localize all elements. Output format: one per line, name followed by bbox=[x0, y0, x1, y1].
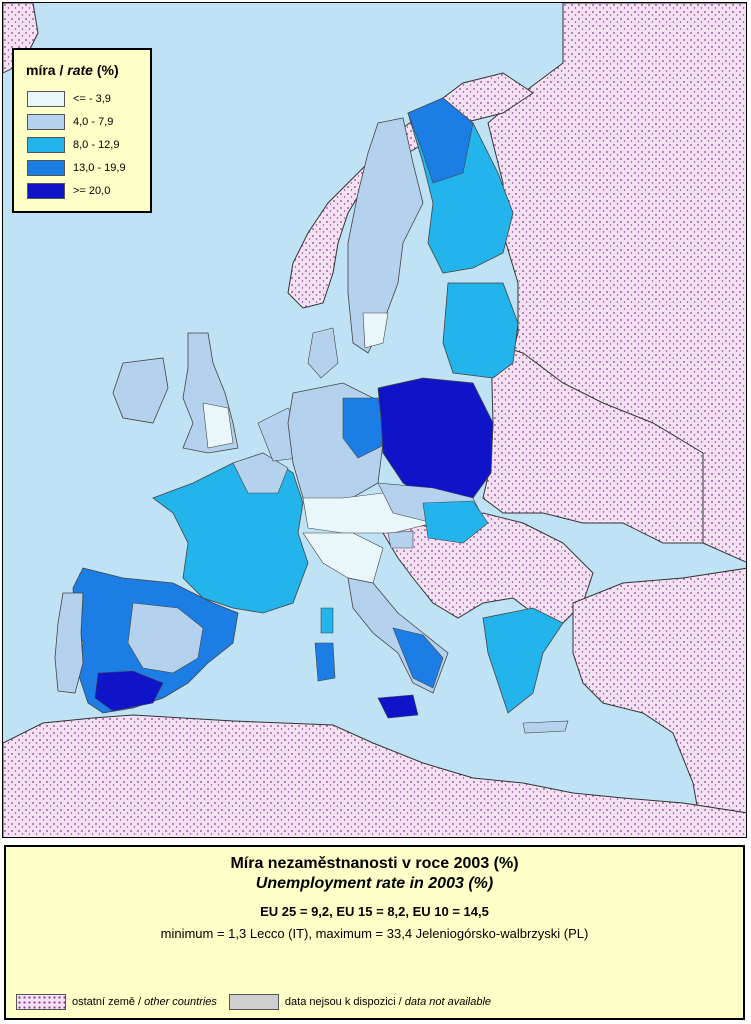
map-title: Míra nezaměstnanosti v roce 2003 (%) bbox=[230, 855, 519, 872]
legend-item: 13,0 - 19,9 bbox=[27, 159, 126, 177]
legend-title-unit: (%) bbox=[92, 62, 119, 78]
eu-averages: EU 25 = 9,2, EU 15 = 8,2, EU 10 = 14,5 bbox=[260, 904, 489, 919]
slovenia bbox=[387, 530, 414, 549]
other-countries-swatch bbox=[16, 994, 66, 1010]
sicily bbox=[377, 694, 419, 719]
turkey-middle-east bbox=[572, 567, 746, 837]
legend-item: 8,0 - 12,9 bbox=[27, 136, 119, 154]
sweden-south bbox=[362, 312, 389, 349]
info-panel: Míra nezaměstnanosti v roce 2003 (%) Une… bbox=[4, 845, 745, 1020]
legend-label: <= - 3,9 bbox=[73, 93, 111, 105]
legend-swatch bbox=[27, 137, 65, 153]
footer-key: ostatní země / other countries data nejs… bbox=[16, 993, 491, 1011]
belarus-ukraine bbox=[482, 342, 704, 544]
other-countries-label-en: other countries bbox=[144, 996, 217, 1008]
denmark bbox=[307, 327, 339, 379]
ireland bbox=[112, 357, 169, 424]
hungary bbox=[422, 500, 489, 544]
finland-north bbox=[407, 97, 474, 184]
sardinia bbox=[314, 642, 336, 682]
greece bbox=[482, 607, 564, 714]
not-available-swatch bbox=[228, 994, 279, 1010]
spain-inner bbox=[127, 602, 204, 674]
other-countries-label: ostatní země / other countries bbox=[72, 996, 217, 1008]
north-africa bbox=[3, 714, 746, 837]
legend-swatch bbox=[27, 114, 65, 130]
map-subtitle: Unemployment rate in 2003 (%) bbox=[255, 875, 494, 892]
legend-item: 4,0 - 7,9 bbox=[27, 113, 113, 131]
corsica bbox=[320, 607, 334, 634]
legend-item: >= 20,0 bbox=[27, 182, 110, 200]
france-north bbox=[232, 452, 289, 494]
legend-label: 4,0 - 7,9 bbox=[73, 116, 114, 128]
legend-label: >= 20,0 bbox=[73, 185, 111, 197]
not-available-label-cz: data nejsou k dispozici / bbox=[284, 996, 405, 1008]
portugal bbox=[54, 592, 84, 694]
crete bbox=[522, 720, 569, 734]
not-available-label-en: data not available bbox=[404, 996, 492, 1008]
legend-swatch bbox=[27, 160, 65, 176]
map-legend: míra / rate (%) <= - 3,9 4,0 - 7,9 8,0 -… bbox=[12, 48, 152, 213]
italy-campania bbox=[392, 627, 444, 689]
other-countries-label-cz: ostatní země / bbox=[72, 996, 145, 1008]
baltic-states bbox=[442, 282, 519, 379]
legend-swatch bbox=[27, 91, 65, 107]
legend-title-en: rate bbox=[67, 62, 93, 78]
legend-title: míra / rate (%) bbox=[26, 62, 119, 78]
legend-label: 13,0 - 19,9 bbox=[73, 162, 126, 174]
min-max-note: minimum = 1,3 Lecco (IT), maximum = 33,4… bbox=[160, 926, 589, 941]
legend-label: 8,0 - 12,9 bbox=[73, 139, 120, 151]
andalusia bbox=[94, 670, 164, 712]
legend-item: <= - 3,9 bbox=[27, 90, 111, 108]
legend-swatch bbox=[27, 183, 65, 199]
britain-south bbox=[202, 402, 234, 449]
norway bbox=[287, 72, 534, 309]
not-available-label: data nejsou k dispozici / data not avail… bbox=[285, 996, 491, 1008]
germany-east bbox=[342, 397, 389, 459]
legend-title-cz: míra / bbox=[26, 62, 68, 78]
